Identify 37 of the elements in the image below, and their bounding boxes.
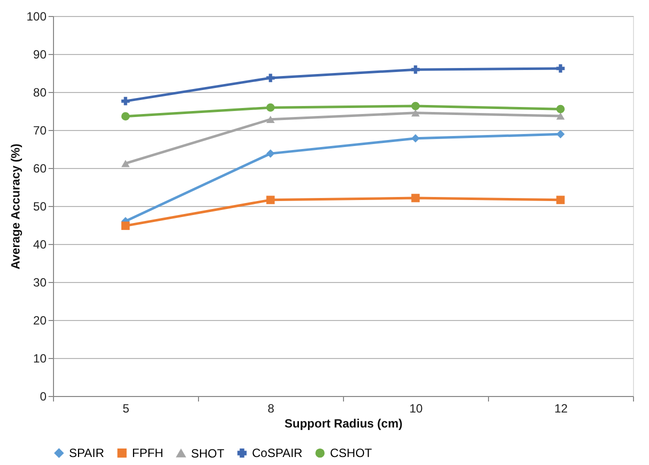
y-tick-label: 80 — [33, 86, 47, 100]
y-axis-title: Average Accuracy (%) — [8, 144, 22, 270]
point — [121, 112, 130, 120]
point — [411, 109, 420, 117]
point — [266, 103, 275, 112]
point — [411, 194, 420, 202]
x-tick-label: 10 — [409, 402, 423, 416]
y-tick-label: 50 — [33, 200, 47, 214]
point — [556, 196, 565, 204]
point — [266, 149, 275, 158]
y-tick-label: 30 — [33, 276, 47, 290]
point — [266, 196, 275, 204]
point — [556, 112, 565, 120]
point — [121, 160, 130, 168]
x-tick-label: 5 — [122, 402, 130, 416]
legend-label: SHOT — [191, 446, 226, 460]
legend-label: CoSPAIR — [252, 446, 303, 460]
y-tick-label: 90 — [33, 48, 47, 62]
y-tick-label: 0 — [40, 390, 47, 404]
legend-label: FPFH — [132, 446, 164, 460]
y-tick-label: 10 — [33, 352, 47, 366]
legend-label: CSHOT — [330, 446, 373, 460]
y-tick-label: 60 — [33, 162, 47, 176]
y-tick-label: 100 — [26, 10, 47, 24]
point — [411, 65, 420, 74]
x-tick-label: 8 — [268, 402, 275, 416]
point — [121, 96, 130, 106]
point — [411, 102, 420, 110]
y-tick-label: 40 — [33, 238, 47, 252]
point — [121, 222, 130, 230]
x-axis-title: Support Radius (cm) — [284, 416, 403, 430]
point — [556, 104, 565, 114]
x-tick-label: 12 — [554, 402, 568, 416]
point — [266, 116, 275, 123]
y-tick-label: 20 — [33, 314, 47, 328]
legend-label: SPAIR — [69, 446, 104, 460]
y-tick-label: 70 — [33, 124, 47, 138]
